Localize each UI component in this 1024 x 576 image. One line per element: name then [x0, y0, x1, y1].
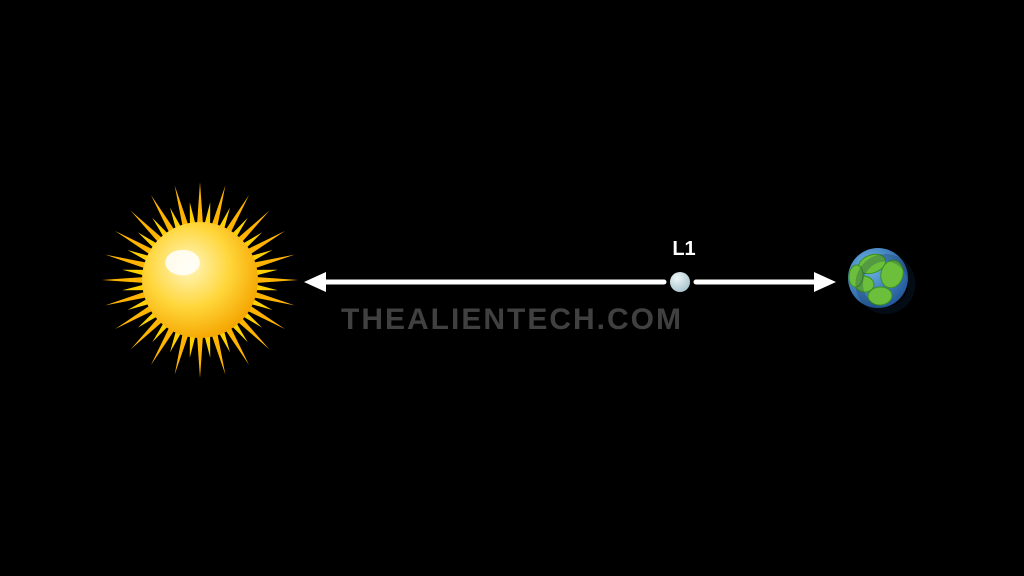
l1-label: L1 — [672, 238, 695, 261]
diagram-stage: L1 THEALIENTECH.COM — [0, 0, 1024, 576]
watermark-text: THEALIENTECH.COM — [341, 303, 683, 337]
earth-icon — [0, 0, 1024, 576]
